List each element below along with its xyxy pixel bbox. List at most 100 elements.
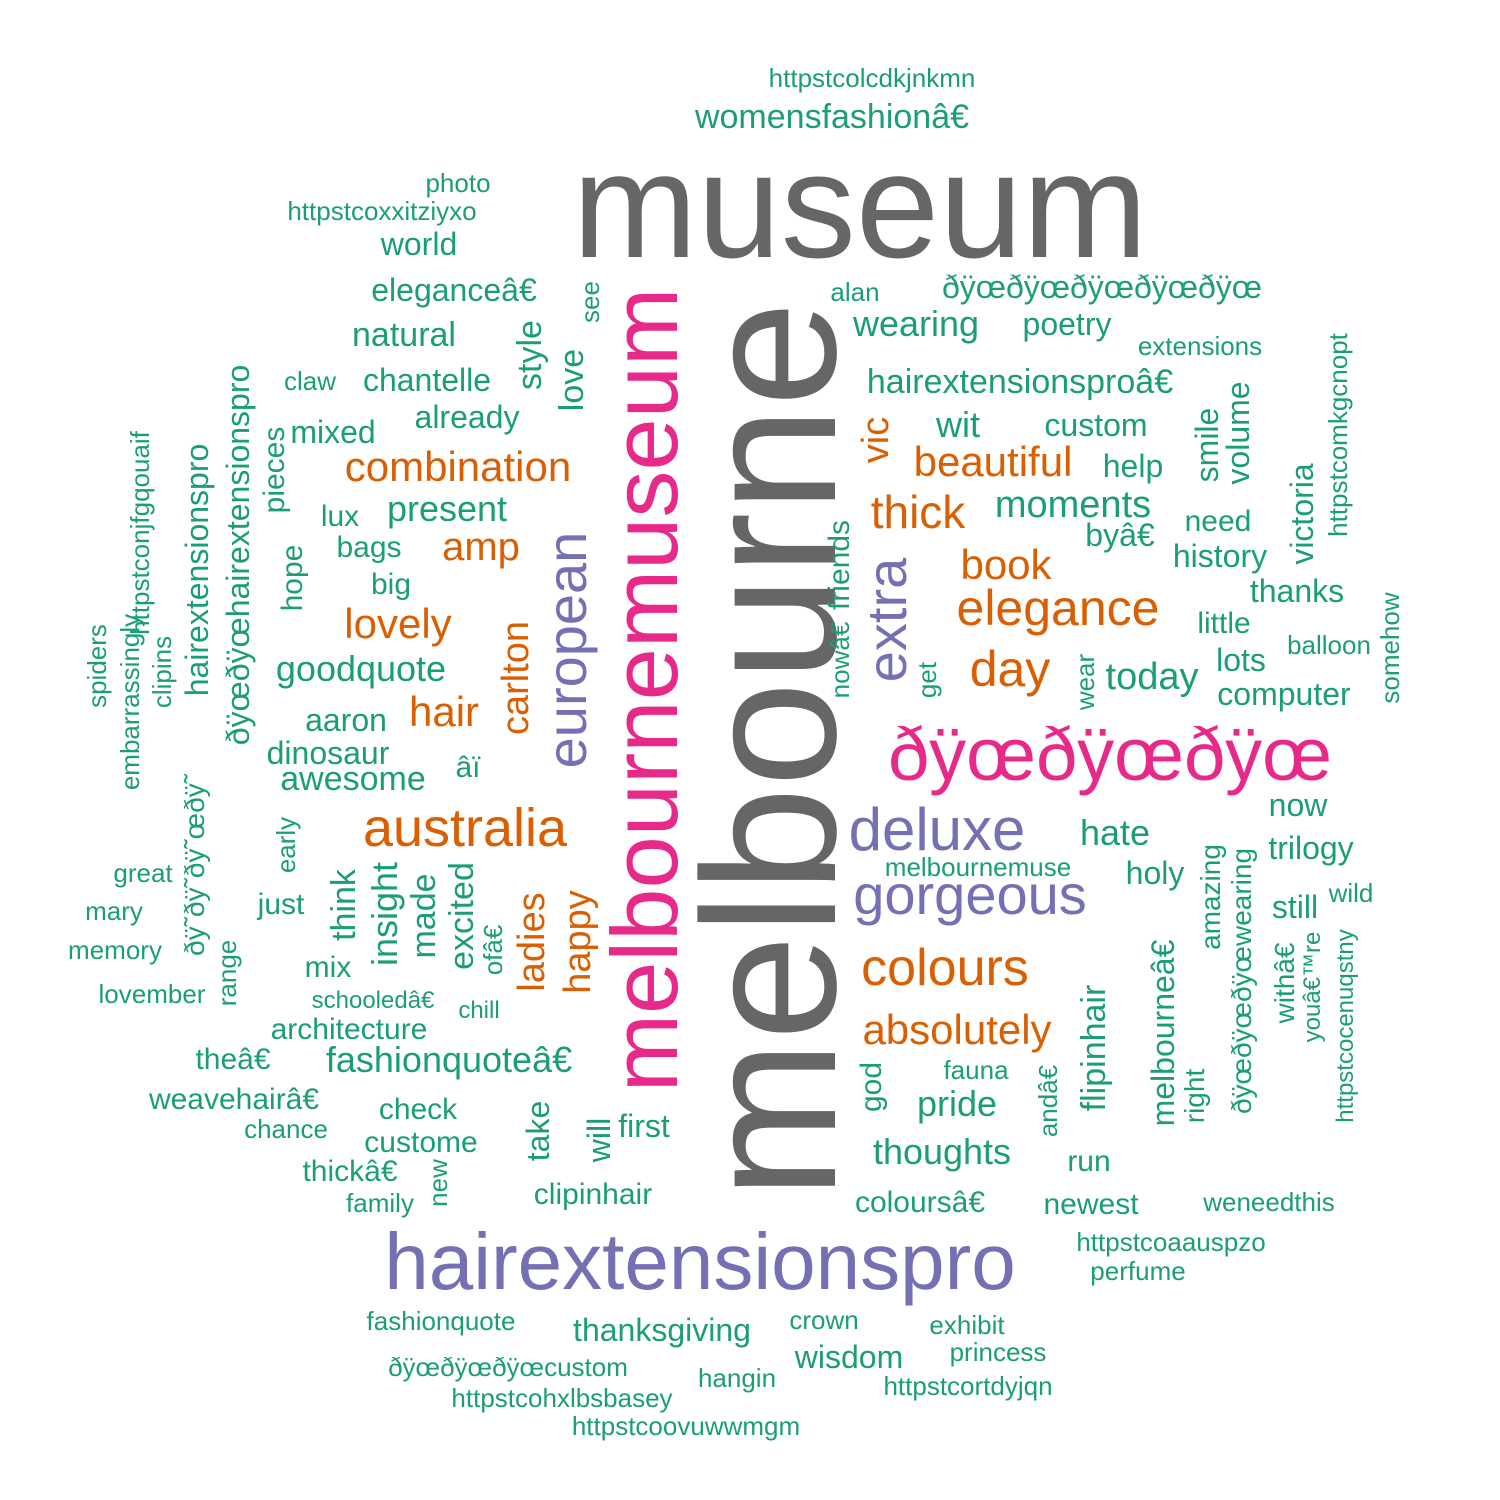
cloud-word: today <box>1105 656 1199 698</box>
cloud-word: volume <box>1220 381 1256 485</box>
cloud-word: ofâ€ <box>478 924 508 976</box>
cloud-word: think <box>325 869 363 941</box>
cloud-word: vic <box>855 416 897 464</box>
cloud-word: happy <box>557 890 599 994</box>
cloud-word: schooledâ€ <box>311 987 435 1014</box>
cloud-word: chance <box>244 1114 328 1144</box>
cloud-word: lovely <box>344 600 452 647</box>
cloud-word: gorgeous <box>853 863 1087 926</box>
cloud-word: made <box>405 873 443 959</box>
cloud-word: natural <box>352 316 456 354</box>
cloud-word: extra <box>855 557 918 683</box>
cloud-word: first <box>618 1108 670 1144</box>
cloud-word: see <box>575 281 605 323</box>
cloud-word: present <box>386 488 508 529</box>
cloud-word: still <box>1271 889 1319 925</box>
cloud-word: run <box>1067 1145 1111 1178</box>
cloud-word: mix <box>304 951 352 984</box>
cloud-word: ðÿœðÿœhairextensionspro <box>220 364 256 746</box>
cloud-word: holy <box>1125 855 1185 891</box>
cloud-word: poetry <box>1022 306 1112 342</box>
cloud-word: ladies <box>511 892 553 992</box>
cloud-word: exhibit <box>929 1310 1005 1340</box>
cloud-word: melbourne <box>664 301 876 1199</box>
cloud-word: wearing <box>852 303 980 344</box>
cloud-word: withâ€ <box>1269 942 1300 1024</box>
cloud-word: awesome <box>280 760 426 798</box>
cloud-word: embarrassingly <box>115 613 145 791</box>
cloud-word: httpstcoxxitziyxo <box>287 196 477 226</box>
cloud-word: thanks <box>1249 573 1345 609</box>
cloud-word: world <box>380 226 458 262</box>
cloud-word: httpstcortdyjqn <box>883 1371 1053 1401</box>
cloud-word: ðÿ˜ðÿ˜ðÿ˜œðÿ˜ <box>179 773 210 957</box>
cloud-word: australia <box>362 798 568 858</box>
cloud-word: memory <box>68 935 162 965</box>
cloud-word: right <box>1179 1068 1210 1124</box>
cloud-word: httpstcoaauspzo <box>1076 1227 1266 1257</box>
cloud-word: bags <box>336 531 402 564</box>
cloud-word: balloon <box>1287 630 1371 660</box>
cloud-word: style <box>511 320 549 390</box>
cloud-word: help <box>1102 448 1164 484</box>
cloud-word: hairextensionsproâ€ <box>866 363 1174 401</box>
cloud-word: combination <box>344 443 572 490</box>
cloud-word: love <box>553 348 591 412</box>
cloud-word: european <box>535 531 598 769</box>
cloud-word: little <box>1197 607 1251 640</box>
cloud-word: architecture <box>270 1013 428 1046</box>
cloud-word: check <box>378 1093 458 1126</box>
cloud-word: byâ€ <box>1085 517 1155 553</box>
cloud-word: clipins <box>147 635 177 709</box>
cloud-word: great <box>113 858 173 888</box>
cloud-word: amp <box>442 525 520 569</box>
cloud-word: elegance <box>956 580 1160 636</box>
cloud-word: thick <box>870 486 966 538</box>
cloud-word: andâ€ <box>1033 1064 1063 1138</box>
cloud-word: victoria <box>1284 463 1320 565</box>
cloud-word: melbournemuseum <box>592 287 697 1093</box>
cloud-word: httpstcocenuqstny <box>1332 929 1359 1123</box>
cloud-word: smile <box>1189 407 1225 483</box>
cloud-word: crown <box>789 1305 859 1335</box>
cloud-word: weneedthis <box>1203 1187 1335 1217</box>
cloud-word: weavehairâ€ <box>148 1083 320 1116</box>
cloud-word: wear <box>1070 653 1100 711</box>
cloud-word: photo <box>425 168 491 198</box>
cloud-word: custome <box>364 1126 478 1159</box>
cloud-word: just <box>257 888 305 921</box>
cloud-word: claw <box>283 366 337 396</box>
cloud-word: httpstcomkgcnopt <box>1323 333 1353 537</box>
cloud-word: newest <box>1043 1188 1139 1221</box>
cloud-word: book <box>960 541 1052 588</box>
cloud-word: amazing <box>1195 844 1226 950</box>
cloud-word: lux <box>320 500 360 533</box>
cloud-word: friends <box>823 519 856 611</box>
cloud-word: goodquote <box>275 648 447 689</box>
cloud-word: big <box>370 568 412 601</box>
cloud-word: now <box>1268 787 1328 823</box>
cloud-word: extensions <box>1137 331 1263 361</box>
cloud-word: god <box>855 1061 888 1113</box>
cloud-word: mary <box>85 896 143 926</box>
cloud-word: pride <box>916 1083 998 1124</box>
cloud-word: custom <box>1044 407 1148 443</box>
cloud-word: colours <box>861 939 1029 997</box>
cloud-word: spiders <box>82 624 112 708</box>
cloud-word: hairextensionspro <box>179 443 215 697</box>
cloud-word: wild <box>1328 878 1374 908</box>
cloud-word: early <box>271 816 301 874</box>
cloud-word: dinosaur <box>266 735 390 771</box>
cloud-word: computer <box>1217 676 1351 712</box>
cloud-word: excited <box>443 862 481 970</box>
cloud-word: melbournemuse <box>884 852 1072 882</box>
cloud-word: get <box>912 661 942 699</box>
cloud-word: museum <box>572 121 1148 289</box>
cloud-word: will <box>581 1117 617 1163</box>
cloud-word: somehow <box>1375 592 1405 704</box>
cloud-word: thickâ€ <box>302 1155 398 1188</box>
cloud-word: history <box>1172 538 1268 574</box>
cloud-word: hairextensionspro <box>384 1217 1016 1306</box>
cloud-word: family <box>346 1188 414 1218</box>
